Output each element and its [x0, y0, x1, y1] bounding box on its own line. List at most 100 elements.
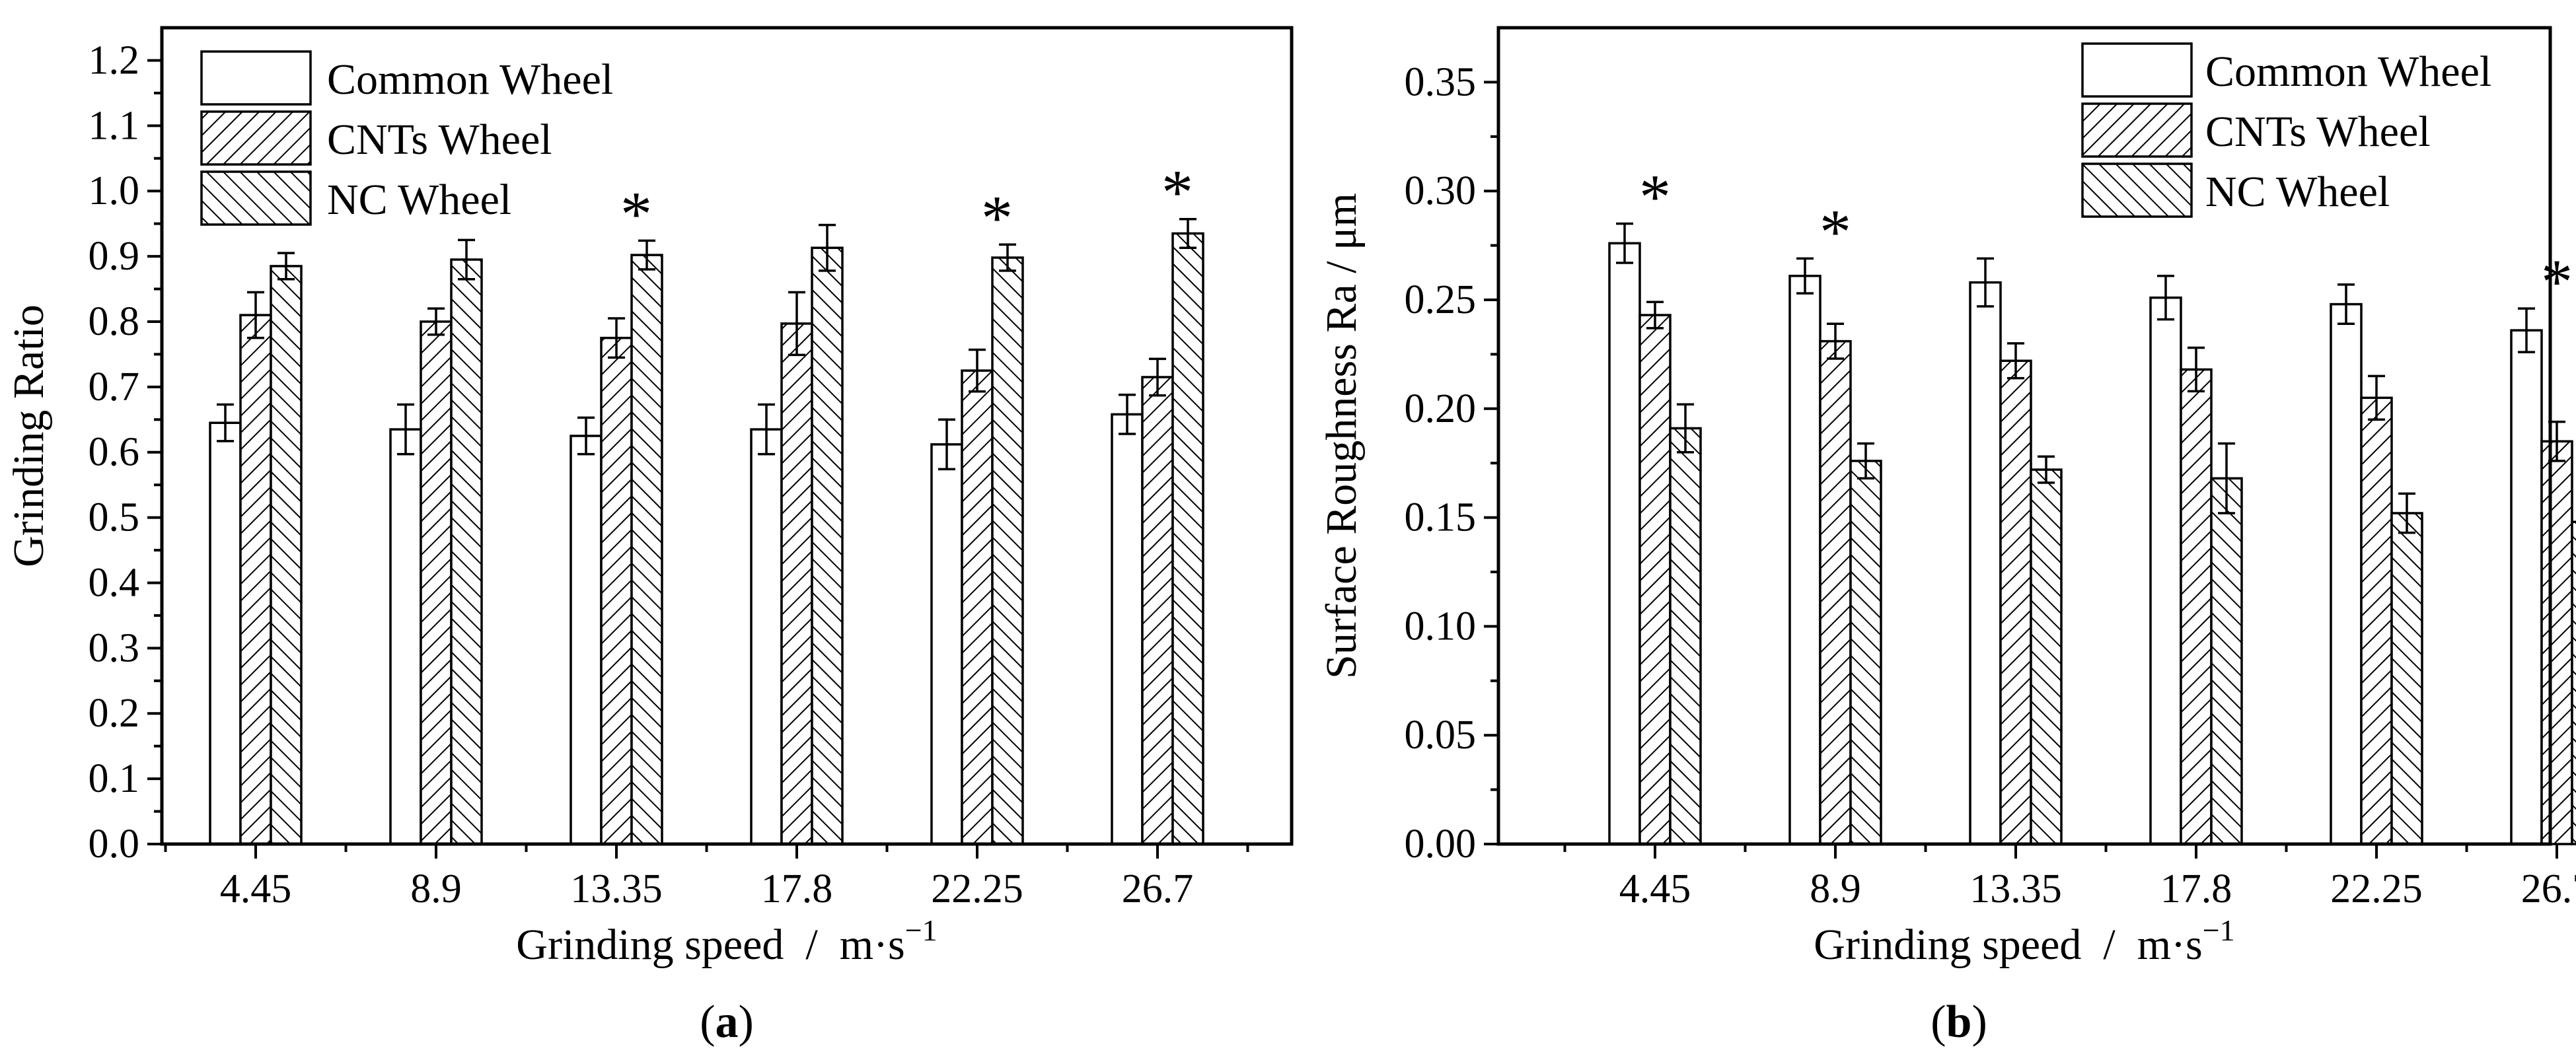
legend-label: CNTs Wheel	[2205, 108, 2431, 156]
significance-asterisk: *	[2541, 246, 2573, 317]
bar-cnts-wheel	[1819, 339, 1852, 845]
panel-label-close: )	[739, 997, 754, 1047]
x-tick-label: 13.35	[1969, 867, 2062, 911]
bar-common-wheel	[930, 443, 963, 845]
y-tick-label: 0.1	[89, 756, 140, 801]
plot-frame	[160, 26, 1294, 846]
x-tick-label: 26.7	[2521, 867, 2576, 911]
y-tick-label: 1.2	[89, 38, 140, 83]
x-tick-label: 4.45	[1619, 867, 1691, 911]
panel-label: (a)	[700, 997, 754, 1047]
legend-swatch	[200, 170, 312, 226]
bar-nc-wheel	[2030, 468, 2063, 845]
legend: Common Wheel CNTs Wheel NC Wheel	[200, 50, 613, 226]
bar-common-wheel	[209, 421, 242, 845]
plot-frame	[1496, 26, 2552, 846]
y-tick-label: 1.1	[89, 103, 140, 148]
legend-swatch	[200, 50, 312, 106]
bar-nc-wheel	[811, 246, 844, 845]
x-axis-label: Grinding speed / m·s−1	[1814, 913, 2234, 969]
x-tick-label: 22.25	[2330, 867, 2423, 911]
bar-cnts-wheel	[2360, 396, 2393, 845]
x-axis-label-superscript: −1	[2203, 913, 2235, 947]
panel-label-letter: b	[1946, 997, 1972, 1047]
bar-nc-wheel	[1171, 232, 1204, 845]
y-tick-label: 0.6	[89, 430, 140, 475]
panel-label-open: (	[700, 997, 715, 1047]
bar-common-wheel	[1111, 413, 1144, 845]
significance-asterisk: *	[1820, 196, 1851, 267]
bar-nc-wheel	[270, 265, 303, 845]
bar-cnts-wheel	[239, 314, 272, 845]
legend: Common Wheel CNTs Wheel NC Wheel	[2081, 42, 2491, 218]
x-tick-label: 13.35	[570, 867, 663, 911]
x-tick-label: 17.8	[761, 867, 833, 911]
bar-cnts-wheel	[600, 336, 633, 845]
bar-cnts-wheel	[780, 322, 813, 845]
panel-label-letter: a	[716, 997, 739, 1047]
panel-label-open: (	[1931, 997, 1946, 1047]
legend-swatch	[2081, 42, 2193, 98]
significance-asterisk: *	[1161, 157, 1193, 228]
x-tick-label: 17.8	[2160, 867, 2232, 911]
bar-common-wheel	[1608, 242, 1641, 845]
panel-label: (b)	[1931, 997, 1987, 1047]
legend-swatch	[2081, 162, 2193, 218]
bar-common-wheel	[570, 435, 603, 845]
bar-cnts-wheel	[1638, 314, 1672, 845]
bar-common-wheel	[750, 428, 783, 845]
legend-label: Common Wheel	[327, 55, 613, 104]
chart-panel-a: 0.0 0.1 0.2 0.3 0.4 0.5 0.6 0.7 0.8 0.9 1.0 1.1 1.2 4…	[5, 26, 1294, 1047]
legend-swatch	[200, 110, 312, 166]
bar-cnts-wheel	[2180, 368, 2213, 845]
y-axis-label: Grinding Ratio	[5, 304, 53, 567]
y-tick-label: 0.25	[1405, 277, 1477, 322]
bar-nc-wheel	[1669, 427, 1702, 845]
y-tick-label: 0.00	[1405, 822, 1477, 867]
y-axis-label: Surface Roughness Ra / μm	[1317, 193, 1366, 679]
x-tick-label: 22.25	[931, 867, 1023, 911]
panel-label-close: )	[1971, 997, 1987, 1047]
x-tick-label: 4.45	[220, 867, 292, 911]
legend-swatch	[2081, 102, 2193, 158]
legend-label: Common Wheel	[2205, 48, 2491, 96]
legend-label: CNTs Wheel	[327, 116, 552, 164]
bar-nc-wheel	[1849, 460, 1882, 845]
bar-cnts-wheel	[961, 369, 994, 845]
y-tick-label: 0.5	[89, 495, 140, 540]
significance-asterisk: *	[981, 182, 1013, 253]
bar-cnts-wheel	[1141, 376, 1174, 845]
y-tick-label: 0.8	[89, 299, 140, 344]
bar-nc-wheel	[450, 258, 483, 845]
bar-nc-wheel	[630, 254, 663, 845]
x-axis-label: Grinding speed / m·s−1	[516, 913, 937, 969]
significance-asterisk: *	[620, 178, 652, 249]
x-tick-label: 26.7	[1122, 867, 1194, 911]
chart-panel-b: 0.00 0.05 0.10 0.15 0.20 0.25 0.30 0.35 4.45 8.9 1…	[1317, 26, 2576, 1047]
y-tick-label: 0.3	[89, 625, 140, 670]
bar-common-wheel	[389, 428, 422, 845]
bar-cnts-wheel	[420, 320, 453, 845]
x-tick-label: 8.9	[410, 867, 462, 911]
y-tick-label: 0.9	[89, 234, 140, 279]
y-tick-label: 0.05	[1405, 713, 1477, 758]
bar-common-wheel	[1969, 281, 2002, 845]
bar-common-wheel	[2330, 302, 2363, 845]
bar-nc-wheel	[2210, 477, 2243, 845]
bar-common-wheel	[2510, 329, 2543, 845]
y-tick-label: 0.20	[1405, 386, 1477, 431]
y-tick-label: 0.35	[1405, 59, 1477, 104]
bar-nc-wheel	[2390, 512, 2423, 845]
bar-cnts-wheel	[2540, 440, 2573, 845]
y-tick-label: 0.2	[89, 691, 140, 736]
legend-label: NC Wheel	[2205, 168, 2390, 216]
x-tick-label: 8.9	[1810, 867, 1861, 911]
y-tick-label: 0.0	[89, 822, 140, 867]
bar-common-wheel	[2149, 296, 2182, 845]
bar-nc-wheel	[991, 256, 1024, 845]
y-tick-label: 0.7	[89, 365, 140, 409]
x-axis-label-superscript: −1	[905, 913, 938, 947]
x-axis-label-text: Grinding speed / m·s	[1814, 921, 2202, 969]
y-tick-label: 0.4	[89, 560, 140, 605]
